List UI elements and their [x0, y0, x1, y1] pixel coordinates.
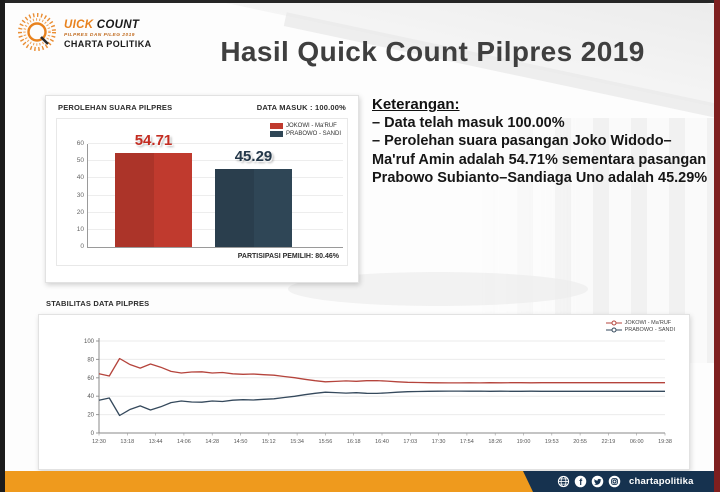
- footer-social-row: f chartapolitika: [557, 471, 694, 492]
- x-tick-label: 16:18: [347, 439, 361, 445]
- sun-q-icon: [18, 13, 56, 51]
- line-chart-svg: 0 20 40 60 80 100 12:30 13:18 13:44 14:06 14:28 14:…: [84, 338, 672, 445]
- logo-brand: UICK COUNT: [64, 19, 152, 32]
- y-tick-label: 40: [87, 394, 94, 400]
- frame-top-edge: [0, 0, 720, 3]
- facebook-icon: f: [574, 475, 587, 488]
- line-series-prabowo: [98, 390, 665, 417]
- frame-left-edge: [0, 0, 5, 492]
- twitter-icon: [591, 475, 604, 488]
- quick-count-logo: [14, 11, 62, 60]
- footer-handle: chartapolitika: [629, 476, 694, 487]
- x-tick-label: 17:30: [432, 439, 446, 445]
- y-tick-label: 0: [91, 431, 95, 437]
- x-tick-label: 19:38: [658, 439, 672, 445]
- keterangan-lines: – Data telah masuk 100.00% – Perolehan su…: [372, 114, 710, 188]
- bar-legend: JOKOWI - Ma'RUF PRABOWO - SANDI: [269, 123, 341, 139]
- bar-value-label: 54.71: [134, 132, 173, 150]
- legend-marker: [605, 327, 622, 333]
- x-tick-label: 20:55: [573, 439, 587, 445]
- legend-swatch: [269, 131, 283, 137]
- x-tick-label: 17:03: [403, 439, 417, 445]
- legend-label: JOKOWI - Ma'RUF: [624, 320, 672, 326]
- y-tick-label: 10: [76, 225, 84, 233]
- x-tick-label: 14:50: [234, 439, 248, 445]
- logo-brand-rest: COUNT: [93, 19, 140, 31]
- y-tick-label: 80: [87, 357, 94, 363]
- page-title: Hasil Quick Count Pilpres 2019: [220, 36, 645, 67]
- bar-shade: [215, 169, 254, 247]
- footer-orange-band: [5, 471, 533, 492]
- y-tick-label: 60: [76, 140, 84, 147]
- y-tick-label: 50: [76, 157, 84, 165]
- legend-item: PRABOWO - SANDI: [605, 327, 675, 333]
- bar-prabowo: [215, 169, 292, 247]
- x-tick-label: 06:00: [630, 439, 644, 445]
- x-tick-label: 14:28: [205, 439, 219, 445]
- logo-brand-accent: UICK: [64, 19, 94, 31]
- partisipasi-note: PARTISIPASI PEMILIH: 80.46%: [237, 253, 339, 260]
- x-tick-label: 15:56: [319, 439, 333, 445]
- bar-chart-area: JOKOWI - Ma'RUF PRABOWO - SANDI 0 10 20 30 40…: [56, 118, 348, 266]
- x-tick-label: 19:53: [545, 439, 559, 445]
- legend-label: JOKOWI - Ma'RUF: [285, 123, 337, 129]
- x-tick-label: 15:12: [262, 439, 276, 445]
- keterangan-block: Keterangan: – Data telah masuk 100.00% – …: [372, 96, 710, 188]
- globe-icon: [557, 475, 570, 488]
- x-tick-label: 14:06: [177, 439, 191, 445]
- bar-shade: [115, 153, 154, 247]
- svg-text:f: f: [579, 477, 582, 487]
- keterangan-line: – Perolehan suara pasangan Joko Widodo–M…: [372, 133, 708, 187]
- y-tick-label: 20: [87, 413, 94, 419]
- legend-label: PRABOWO - SANDI: [624, 327, 675, 333]
- y-tick-label: 60: [87, 376, 94, 382]
- bar-jokowi: [115, 153, 192, 247]
- instagram-icon: [608, 475, 621, 488]
- data-masuk-status: DATA MASUK : 100.00%: [256, 103, 346, 112]
- legend-marker: [605, 320, 622, 326]
- x-tick-label: 15:34: [290, 439, 304, 445]
- line-series-jokowi: [98, 357, 665, 384]
- x-tick-label: 22:19: [602, 439, 616, 445]
- marker-circle: [611, 327, 617, 333]
- y-tick-label: 30: [76, 191, 84, 199]
- bar-plot: 0 10 20 30 40 50 60 54.71 45.29: [77, 132, 343, 250]
- bar-chart-panel: PEROLEHAN SUARA PILPRES DATA MASUK : 100…: [45, 95, 359, 283]
- x-tick-label: 19:00: [517, 439, 531, 445]
- line-chart-panel: JOKOWI - Ma'RUF PRABOWO - SANDI 0 20 40 60 80…: [38, 314, 690, 470]
- legend-item: PRABOWO - SANDI: [269, 131, 341, 137]
- logo-org: CHARTA POLITIKA: [64, 39, 152, 50]
- footer-bar: f chartapolitika: [5, 471, 714, 492]
- y-tick-label: 40: [76, 174, 84, 182]
- x-tick-label: 13:18: [120, 439, 134, 445]
- logo-text: UICK COUNT PILPRES DAN PILEG 2019 CHARTA…: [64, 19, 152, 50]
- x-tick-label: 12:30: [92, 439, 106, 445]
- gridline: [88, 143, 343, 144]
- logo-subtitle: PILPRES DAN PILEG 2019: [64, 32, 135, 38]
- x-tick-label: 16:40: [375, 439, 389, 445]
- keterangan-line: – Data telah masuk 100.00%: [372, 115, 565, 131]
- y-tick-label: 100: [84, 339, 95, 345]
- keterangan-heading: Keterangan:: [372, 96, 460, 113]
- y-tick-label: 0: [80, 243, 84, 250]
- gridline: [88, 160, 343, 162]
- bar-panel-title: PEROLEHAN SUARA PILPRES: [58, 103, 173, 112]
- line-panel-title: STABILITAS DATA PILPRES: [46, 299, 150, 308]
- y-tick-label: 20: [76, 208, 84, 216]
- bar-value-label: 45.29: [234, 148, 273, 166]
- legend-item: JOKOWI - Ma'RUF: [269, 123, 341, 129]
- legend-label: PRABOWO - SANDI: [285, 131, 341, 137]
- x-tick-label: 13:44: [149, 439, 163, 445]
- x-tick-label: 17:54: [460, 439, 474, 445]
- x-tick-label: 18:26: [488, 439, 502, 445]
- bar-panel-header: PEROLEHAN SUARA PILPRES DATA MASUK : 100…: [58, 103, 346, 112]
- marker-circle: [611, 320, 617, 326]
- frame-right-edge: [714, 0, 720, 492]
- legend-item: JOKOWI - Ma'RUF: [605, 320, 675, 326]
- legend-swatch: [269, 123, 283, 129]
- line-legend: JOKOWI - Ma'RUF PRABOWO - SANDI: [605, 320, 675, 334]
